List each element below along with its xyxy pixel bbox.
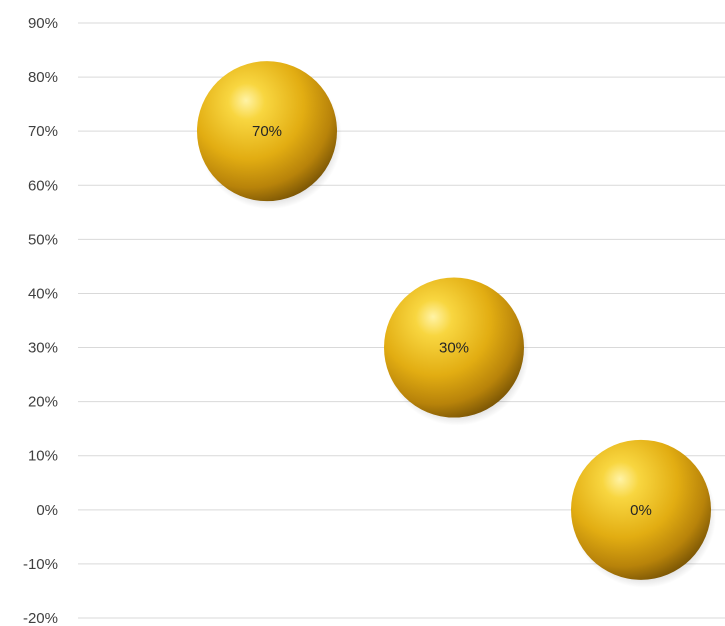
y-tick-label: -20% xyxy=(23,610,58,626)
y-tick-label: 20% xyxy=(28,394,58,411)
y-tick-label: 30% xyxy=(28,340,58,357)
data-label: 70% xyxy=(252,123,282,140)
bubble-point: 0% xyxy=(571,439,716,588)
y-tick-label: 80% xyxy=(28,69,58,86)
y-tick-label: 40% xyxy=(28,285,58,302)
y-tick-label: -10% xyxy=(23,556,58,573)
bubble-marker xyxy=(384,277,524,418)
bubble-point: 30% xyxy=(384,277,529,426)
bubble-marker xyxy=(197,61,337,202)
y-tick-label: 0% xyxy=(36,502,58,519)
y-tick-label: 60% xyxy=(28,177,58,194)
bubble-marker xyxy=(571,439,711,580)
data-label: 30% xyxy=(439,340,469,357)
y-tick-label: 10% xyxy=(28,448,58,465)
y-tick-label: 50% xyxy=(28,231,58,248)
y-tick-label: 90% xyxy=(28,15,58,32)
data-points: 70% 30% 0% xyxy=(197,61,716,588)
y-axis-tick-labels: -20% -10% 0% 10% 20% 30% 40% 50% 60% 70% 80% 90% xyxy=(23,15,58,626)
data-label: 0% xyxy=(630,502,652,519)
bubble-point: 70% xyxy=(197,61,342,210)
y-tick-label: 70% xyxy=(28,123,58,140)
